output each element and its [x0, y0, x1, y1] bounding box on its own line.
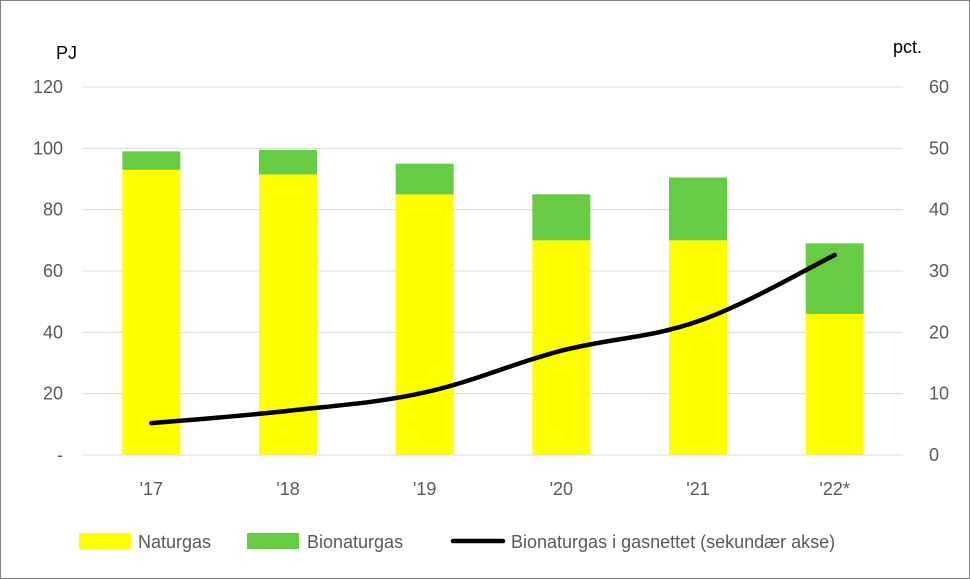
right-tick-label: 10 [929, 384, 949, 404]
axes: - 20 40 60 80 100 120 0 10 20 30 40 50 60 '17 '18 '19 '20… [33, 77, 949, 499]
x-tick-label: '18 [276, 479, 299, 499]
bar-bionaturgas [395, 163, 454, 195]
bar-naturgas [669, 240, 727, 455]
left-tick-label: 120 [33, 77, 63, 97]
bars [122, 149, 864, 456]
left-axis-unit: PJ [56, 43, 77, 63]
left-tick-label: - [57, 445, 63, 465]
left-tick-label: 40 [43, 322, 63, 342]
legend-swatch-bionaturgas [247, 533, 299, 549]
legend-swatch-naturgas [79, 533, 131, 549]
x-tick-label: '21 [686, 479, 709, 499]
right-tick-label: 20 [929, 322, 949, 342]
right-tick-label: 60 [929, 77, 949, 97]
bar-bionaturgas [259, 149, 317, 175]
legend-label-line: Bionaturgas i gasnettet (sekundær akse) [511, 532, 835, 552]
x-tick-label: '19 [413, 479, 436, 499]
legend-label-bionaturgas: Bionaturgas [307, 532, 403, 552]
left-tick-label: 60 [43, 261, 63, 281]
bar-naturgas [122, 169, 181, 456]
legend-label-naturgas: Naturgas [138, 532, 211, 552]
left-tick-label: 20 [43, 384, 63, 404]
bar-bionaturgas [532, 194, 591, 241]
right-tick-label: 50 [929, 138, 949, 158]
bar-naturgas [395, 194, 454, 456]
x-tick-label: '20 [550, 479, 573, 499]
line-series [149, 252, 837, 426]
right-tick-label: 0 [929, 445, 939, 465]
x-tick-label: '17 [140, 479, 163, 499]
x-tick-label: '22* [819, 479, 849, 499]
bar-bionaturgas [669, 177, 727, 241]
line-bionaturgas-i-gasnettet [149, 252, 837, 426]
left-tick-label: 80 [43, 200, 63, 220]
bar-bionaturgas [122, 151, 181, 170]
right-tick-label: 30 [929, 261, 949, 281]
gridlines [83, 86, 903, 395]
right-axis-unit: pct. [893, 37, 922, 57]
left-tick-label: 100 [33, 138, 63, 158]
bar-naturgas [805, 313, 864, 455]
right-tick-label: 40 [929, 200, 949, 220]
legend: Naturgas Bionaturgas Bionaturgas i gasnett… [79, 532, 835, 552]
